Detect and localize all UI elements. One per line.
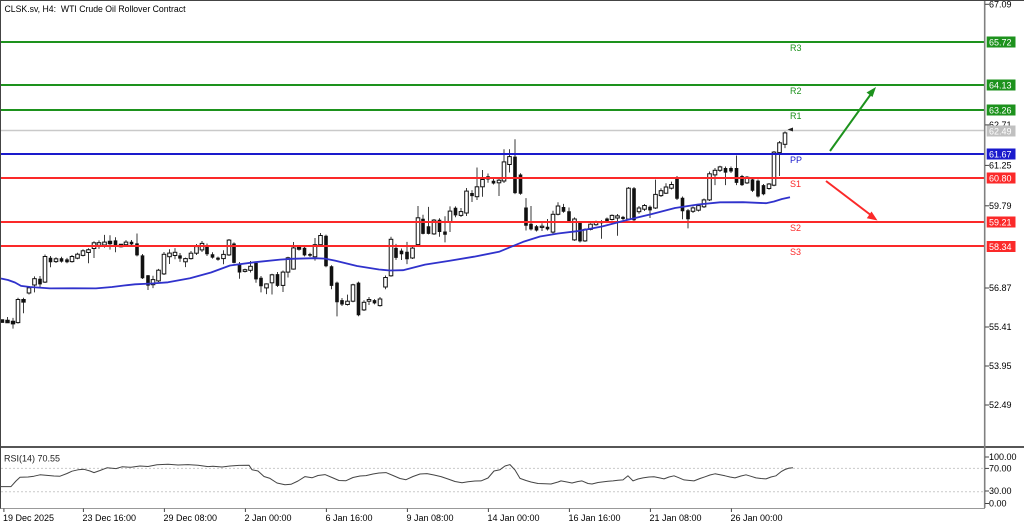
svg-text:9 Jan 08:00: 9 Jan 08:00: [407, 513, 454, 523]
svg-text:23 Dec 16:00: 23 Dec 16:00: [83, 513, 137, 523]
svg-text:14 Jan 00:00: 14 Jan 00:00: [488, 513, 540, 523]
svg-text:S2: S2: [790, 223, 801, 233]
svg-text:61.67: 61.67: [989, 149, 1012, 159]
svg-text:56.87: 56.87: [989, 283, 1012, 293]
svg-text:52.49: 52.49: [989, 400, 1012, 410]
svg-text:16 Jan 16:00: 16 Jan 16:00: [569, 513, 621, 523]
svg-text:64.13: 64.13: [989, 80, 1012, 90]
svg-text:19 Dec 2025: 19 Dec 2025: [3, 513, 54, 523]
svg-text:100.00: 100.00: [989, 452, 1017, 462]
svg-text:R1: R1: [790, 111, 802, 121]
svg-text:21 Jan 08:00: 21 Jan 08:00: [650, 513, 702, 523]
svg-text:26 Jan 00:00: 26 Jan 00:00: [731, 513, 783, 523]
svg-text:29 Dec 08:00: 29 Dec 08:00: [164, 513, 218, 523]
svg-text:59.79: 59.79: [989, 201, 1012, 211]
svg-text:59.21: 59.21: [989, 217, 1012, 227]
svg-text:PP: PP: [790, 155, 802, 165]
svg-text:58.34: 58.34: [989, 242, 1012, 252]
svg-text:53.95: 53.95: [989, 361, 1012, 371]
svg-text:70.00: 70.00: [989, 464, 1012, 474]
svg-text:S3: S3: [790, 247, 801, 257]
svg-text:2 Jan 00:00: 2 Jan 00:00: [245, 513, 292, 523]
svg-text:62.49: 62.49: [989, 126, 1012, 136]
svg-text:0.00: 0.00: [989, 499, 1007, 509]
svg-text:30.00: 30.00: [989, 486, 1012, 496]
svg-text:67.09: 67.09: [989, 0, 1012, 10]
svg-text:S1: S1: [790, 179, 801, 189]
svg-text:RSI(14) 70.55: RSI(14) 70.55: [4, 454, 60, 464]
svg-text:60.80: 60.80: [989, 173, 1012, 183]
svg-text:R3: R3: [790, 43, 802, 53]
svg-text:62.71: 62.71: [989, 120, 1012, 130]
svg-text:6 Jan 16:00: 6 Jan 16:00: [326, 513, 373, 523]
svg-text:CLSK.sv, H4: WTI Crude Oil Ro: CLSK.sv, H4: WTI Crude Oil Rollover Cont…: [5, 4, 186, 14]
svg-text:R2: R2: [790, 86, 802, 96]
svg-text:55.41: 55.41: [989, 322, 1012, 332]
svg-text:63.26: 63.26: [989, 105, 1012, 115]
svg-text:65.72: 65.72: [989, 37, 1012, 47]
svg-text:61.25: 61.25: [989, 161, 1012, 171]
